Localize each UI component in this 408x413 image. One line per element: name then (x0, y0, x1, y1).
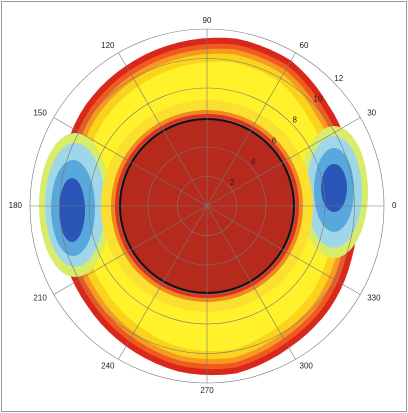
grid-spoke (118, 205, 208, 360)
theta-tick-label: 90 (203, 16, 212, 25)
r-tick-label: 8 (293, 116, 298, 125)
contour-band (59, 178, 85, 242)
theta-tick-label: 60 (300, 41, 309, 50)
grid-spoke (53, 117, 208, 207)
contour-band (321, 164, 347, 212)
theta-tick-label: 180 (9, 201, 23, 210)
theta-tick-label: 240 (101, 361, 115, 370)
r-tick-label: 4 (251, 157, 256, 166)
grid-spoke (206, 205, 361, 295)
grid-spoke (206, 117, 361, 207)
theta-tick-label: 210 (33, 294, 47, 303)
grid-spoke (118, 52, 208, 207)
theta-tick-label: 300 (300, 361, 314, 370)
r-tick-label: 12 (334, 74, 343, 83)
grid-spoke (206, 205, 296, 360)
grid-spoke (53, 205, 208, 295)
theta-tick-label: 120 (101, 41, 115, 50)
theta-tick-label: 330 (367, 294, 381, 303)
theta-tick-label: 30 (367, 109, 376, 118)
r-tick-label: 2 (230, 178, 235, 187)
theta-tick-label: 150 (33, 109, 47, 118)
theta-tick-label: 270 (200, 386, 214, 395)
theta-tick-label: 0 (392, 201, 397, 210)
grid-spoke (206, 52, 296, 207)
r-tick-label: 10 (313, 95, 322, 104)
r-tick-label: 6 (272, 136, 277, 145)
